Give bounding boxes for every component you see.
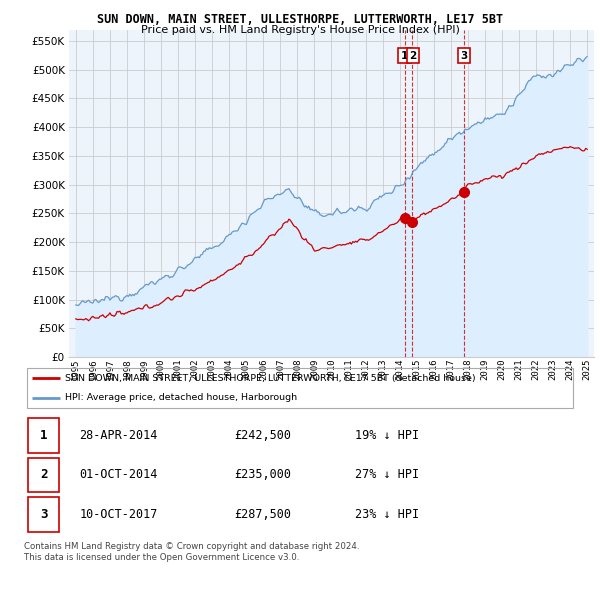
Text: 1: 1 (40, 429, 47, 442)
Text: 27% ↓ HPI: 27% ↓ HPI (355, 468, 419, 481)
Text: Price paid vs. HM Land Registry's House Price Index (HPI): Price paid vs. HM Land Registry's House … (140, 25, 460, 35)
Text: £235,000: £235,000 (234, 468, 291, 481)
Text: £242,500: £242,500 (234, 429, 291, 442)
Text: 3: 3 (460, 51, 467, 61)
Text: Contains HM Land Registry data © Crown copyright and database right 2024.: Contains HM Land Registry data © Crown c… (24, 542, 359, 550)
Text: HPI: Average price, detached house, Harborough: HPI: Average price, detached house, Harb… (65, 393, 298, 402)
Text: 23% ↓ HPI: 23% ↓ HPI (355, 508, 419, 521)
Text: 19% ↓ HPI: 19% ↓ HPI (355, 429, 419, 442)
Text: 3: 3 (40, 508, 47, 521)
Text: 2: 2 (409, 51, 416, 61)
Text: 28-APR-2014: 28-APR-2014 (79, 429, 158, 442)
Text: SUN DOWN, MAIN STREET, ULLESTHORPE, LUTTERWORTH, LE17 5BT: SUN DOWN, MAIN STREET, ULLESTHORPE, LUTT… (97, 13, 503, 26)
Text: This data is licensed under the Open Government Licence v3.0.: This data is licensed under the Open Gov… (24, 553, 299, 562)
Text: £287,500: £287,500 (234, 508, 291, 521)
Text: 01-OCT-2014: 01-OCT-2014 (79, 468, 158, 481)
Text: 2: 2 (40, 468, 47, 481)
Text: 1: 1 (401, 51, 408, 61)
Text: 10-OCT-2017: 10-OCT-2017 (79, 508, 158, 521)
Text: SUN DOWN, MAIN STREET, ULLESTHORPE, LUTTERWORTH, LE17 5BT (detached house): SUN DOWN, MAIN STREET, ULLESTHORPE, LUTT… (65, 373, 476, 383)
